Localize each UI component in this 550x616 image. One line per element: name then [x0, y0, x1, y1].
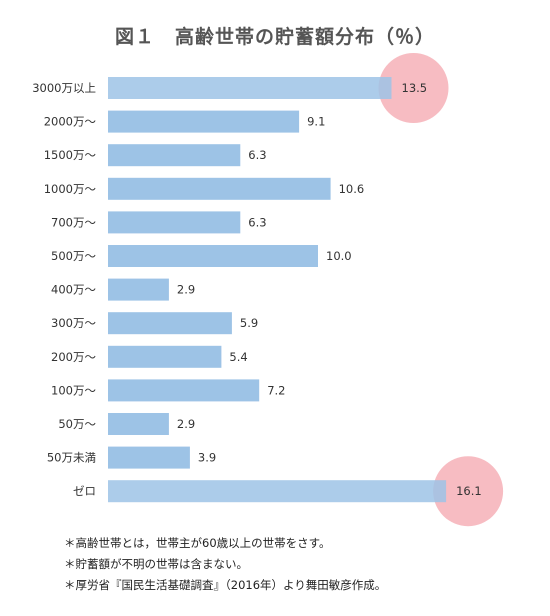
- category-label: ゼロ: [73, 484, 96, 498]
- data-label: 7.2: [267, 383, 285, 397]
- footnotes: ＊高齢世帯とは，世帯主が60歳以上の世帯をさす。 ＊貯蓄額が不明の世帯は含まない…: [64, 533, 534, 596]
- category-label: 1000万〜: [44, 182, 97, 196]
- data-label: 16.1: [456, 484, 482, 498]
- category-label: 700万〜: [51, 215, 96, 229]
- category-label: 50万未満: [47, 451, 96, 465]
- bar: [108, 345, 222, 368]
- category-label: 200万〜: [51, 350, 96, 364]
- data-label: 2.9: [177, 417, 195, 431]
- bar: [108, 211, 241, 234]
- category-label: 2000万〜: [44, 115, 97, 129]
- highlight-layer: [378, 53, 504, 527]
- category-label: 400万〜: [51, 283, 96, 297]
- bar: [108, 480, 447, 503]
- data-label: 6.3: [248, 148, 266, 162]
- data-label: 5.9: [240, 316, 258, 330]
- bar: [108, 245, 318, 267]
- highlight-circle: [378, 53, 449, 123]
- category-label: 50万〜: [58, 417, 96, 431]
- bar: [108, 413, 169, 435]
- bar: [108, 278, 169, 301]
- bar: [108, 379, 260, 402]
- bar: [108, 144, 241, 167]
- data-label: 6.3: [248, 215, 266, 229]
- footnote: ＊厚労省『国民生活基礎調査』（2016年）より舞田敏彦作成。: [64, 578, 387, 592]
- bars-layer: [108, 77, 447, 503]
- data-label: 5.4: [229, 350, 247, 364]
- bar-chart: 3000万以上 13.5 2000万〜 9.1 1500万〜 6.3 1000万〜 10.6 7…: [32, 53, 504, 527]
- bar: [108, 177, 331, 200]
- category-label: 500万〜: [51, 249, 96, 263]
- bar: [108, 446, 190, 469]
- data-label: 2.9: [177, 283, 195, 297]
- data-label: 13.5: [402, 81, 428, 95]
- category-label: 1500万〜: [44, 148, 97, 162]
- labels-layer: 3000万以上 13.5 2000万〜 9.1 1500万〜 6.3 1000万〜 10.6 7…: [32, 81, 481, 498]
- category-label: 300万〜: [51, 316, 96, 330]
- footnote: ＊高齢世帯とは，世帯主が60歳以上の世帯をさす。: [64, 536, 331, 550]
- footnote: ＊貯蓄額が不明の世帯は含まない。: [64, 557, 248, 571]
- data-label: 10.6: [339, 182, 365, 196]
- data-label: 9.1: [307, 115, 325, 129]
- bar: [108, 312, 232, 335]
- data-label: 10.0: [326, 249, 352, 263]
- bar: [108, 110, 300, 133]
- chart-title: 図１ 高齢世帯の貯蓄額分布（％）: [114, 26, 435, 48]
- bar: [108, 77, 392, 99]
- highlight-circle: [433, 456, 504, 527]
- category-label: 100万〜: [51, 383, 96, 397]
- data-label: 3.9: [198, 451, 216, 465]
- category-label: 3000万以上: [32, 81, 96, 95]
